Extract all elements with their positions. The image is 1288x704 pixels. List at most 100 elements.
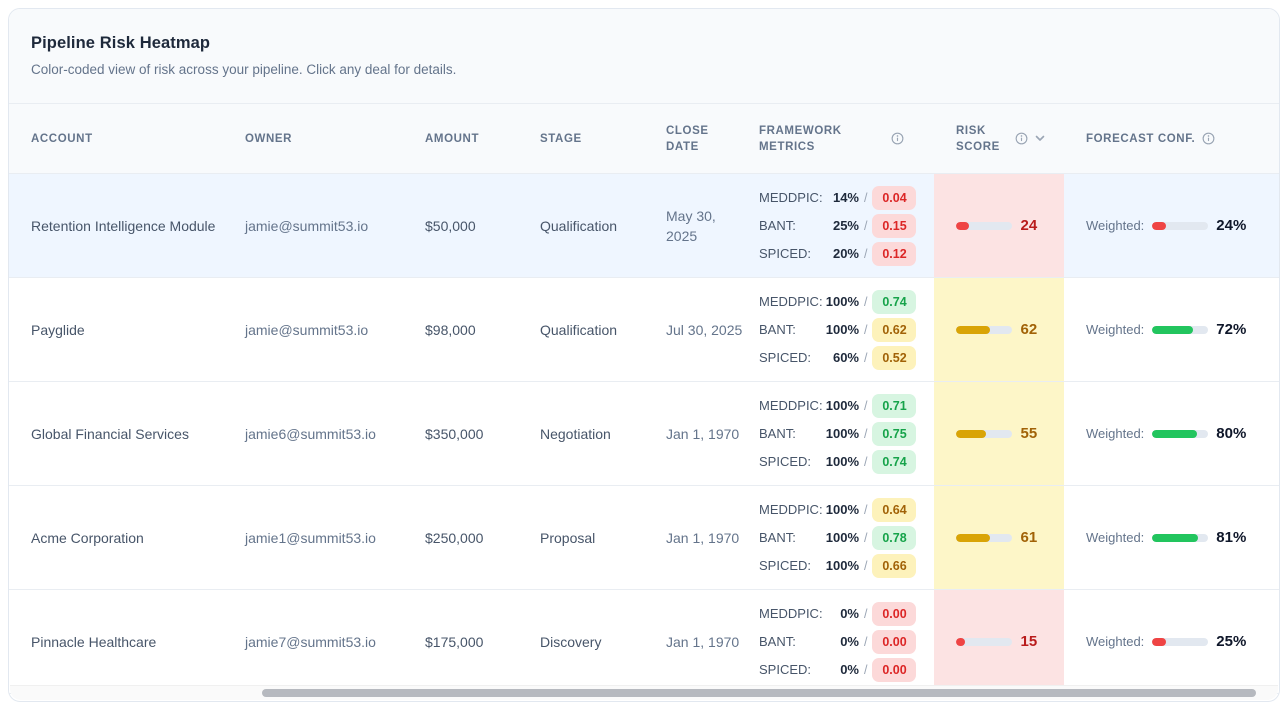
forecast-bar [1152,221,1209,230]
metric-separator: / [864,294,868,309]
risk-score-value: 62 [1020,320,1038,338]
risk-bar [955,325,1012,334]
close-date-cell: Jan 1, 1970 [666,382,759,485]
metric-separator: / [864,218,868,233]
account-cell-text: Acme Corporation [31,529,144,546]
info-icon[interactable] [1202,132,1215,145]
forecast-bar [1152,637,1209,646]
metric-score-pill: 0.75 [872,421,917,446]
amount-cell: $175,000 [425,590,540,693]
amount-cell-text: $350,000 [425,425,484,442]
metric-label: SPICED: [759,245,812,261]
metric-separator: / [864,530,868,545]
column-header-amount: AMOUNT [425,131,540,147]
metric-separator: / [864,322,868,337]
close-date-cell: Jul 30, 2025 [666,278,759,381]
metric-label: SPICED: [759,453,812,469]
forecast-weighted-label: Weighted: [1086,633,1145,649]
column-header-stage: STAGE [540,131,666,147]
close-date-cell: Jan 1, 1970 [666,590,759,693]
forecast-conf-cell: Weighted: 24% [1064,174,1279,277]
horizontal-scrollbar-track[interactable] [10,685,1278,700]
table-row[interactable]: Pinnacle Healthcare jamie7@summit53.io $17… [9,590,1279,694]
stage-cell: Qualification [540,278,666,381]
metric-separator: / [864,454,868,469]
column-header-close_date: CLOSE DATE [666,123,759,155]
forecast-percent: 25% [1216,632,1247,650]
metric-row: BANT: 100% / 0.62 [759,317,928,342]
risk-score-cell: 62 [934,278,1064,381]
forecast-bar-fill [1152,533,1198,542]
metric-label: MEDDPIC: [759,189,823,205]
metric-row: SPICED: 100% / 0.74 [759,449,928,474]
column-header-framework_metrics: FRAMEWORK METRICS [759,123,934,155]
close-date-cell-text: Jan 1, 1970 [666,633,740,650]
risk-bar-fill [955,533,990,542]
metric-score-pill: 0.71 [872,393,917,418]
stage-cell-text: Qualification [540,321,618,338]
metric-score-pill: 0.66 [872,553,917,578]
metric-percent: 100% [825,321,859,337]
risk-score-cell: 55 [934,382,1064,485]
stage-cell-text: Discovery [540,633,602,650]
metric-label: BANT: [759,217,796,233]
risk-bar-fill [955,221,969,230]
metric-percent: 100% [825,397,859,413]
metric-percent: 100% [825,293,859,309]
table-row[interactable]: Acme Corporation jamie1@summit53.io $250,0… [9,486,1279,590]
forecast-bar [1152,325,1209,334]
metric-percent: 0% [840,605,859,621]
owner-cell-text: jamie1@summit53.io [245,529,376,546]
metric-row: MEDDPIC: 0% / 0.00 [759,601,928,626]
forecast-percent: 72% [1216,320,1247,338]
metric-percent: 0% [840,633,859,649]
amount-cell-text: $50,000 [425,217,476,234]
stage-cell: Discovery [540,590,666,693]
amount-cell: $50,000 [425,174,540,277]
metric-label: SPICED: [759,349,812,365]
forecast-conf-cell: Weighted: 25% [1064,590,1279,693]
metric-label: MEDDPIC: [759,397,823,413]
metric-row: SPICED: 20% / 0.12 [759,241,928,266]
horizontal-scrollbar-thumb[interactable] [262,689,1256,697]
info-icon[interactable] [891,132,904,145]
risk-score-value: 55 [1020,424,1038,442]
close-date-cell: Jan 1, 1970 [666,486,759,589]
column-header-risk_score[interactable]: RISK SCORE [934,123,1064,155]
table-row[interactable]: Global Financial Services jamie6@summit53… [9,382,1279,486]
forecast-conf-cell: Weighted: 80% [1064,382,1279,485]
metric-row: MEDDPIC: 100% / 0.74 [759,289,928,314]
stage-cell-text: Negotiation [540,425,611,442]
metric-row: SPICED: 100% / 0.66 [759,553,928,578]
close-date-cell-text: Jan 1, 1970 [666,425,740,442]
owner-cell: jamie@summit53.io [245,278,425,381]
panel-header: Pipeline Risk Heatmap Color-coded view o… [9,9,1279,104]
owner-cell: jamie7@summit53.io [245,590,425,693]
metric-label: BANT: [759,633,796,649]
account-cell: Pinnacle Healthcare [9,590,245,693]
metric-row: MEDDPIC: 14% / 0.04 [759,185,928,210]
risk-score-cell: 15 [934,590,1064,693]
stage-cell-text: Proposal [540,529,596,546]
metric-row: SPICED: 60% / 0.52 [759,345,928,370]
account-cell: Acme Corporation [9,486,245,589]
info-icon[interactable] [1015,132,1028,145]
forecast-bar-fill [1152,221,1166,230]
table-row[interactable]: Retention Intelligence Module jamie@summi… [9,174,1279,278]
forecast-weighted-label: Weighted: [1086,529,1145,545]
amount-cell-text: $250,000 [425,529,484,546]
chevron-down-icon[interactable] [1035,135,1045,142]
risk-bar-fill [955,637,965,646]
risk-bar [955,637,1012,646]
close-date-cell: May 30, 2025 [666,174,759,277]
metric-separator: / [864,426,868,441]
metric-percent: 0% [840,661,859,677]
metric-score-pill: 0.00 [872,601,917,626]
metric-separator: / [864,502,868,517]
framework-metrics-cell: MEDDPIC: 0% / 0.00 BANT: 0% / 0.00 SPICED: 0% / 0.0… [759,590,934,693]
metric-percent: 100% [825,501,859,517]
table-row[interactable]: Payglide jamie@summit53.io $98,000 Qualific… [9,278,1279,382]
column-header-account: ACCOUNT [9,131,245,147]
metric-separator: / [864,634,868,649]
page-subtitle: Color-coded view of risk across your pip… [31,62,457,77]
